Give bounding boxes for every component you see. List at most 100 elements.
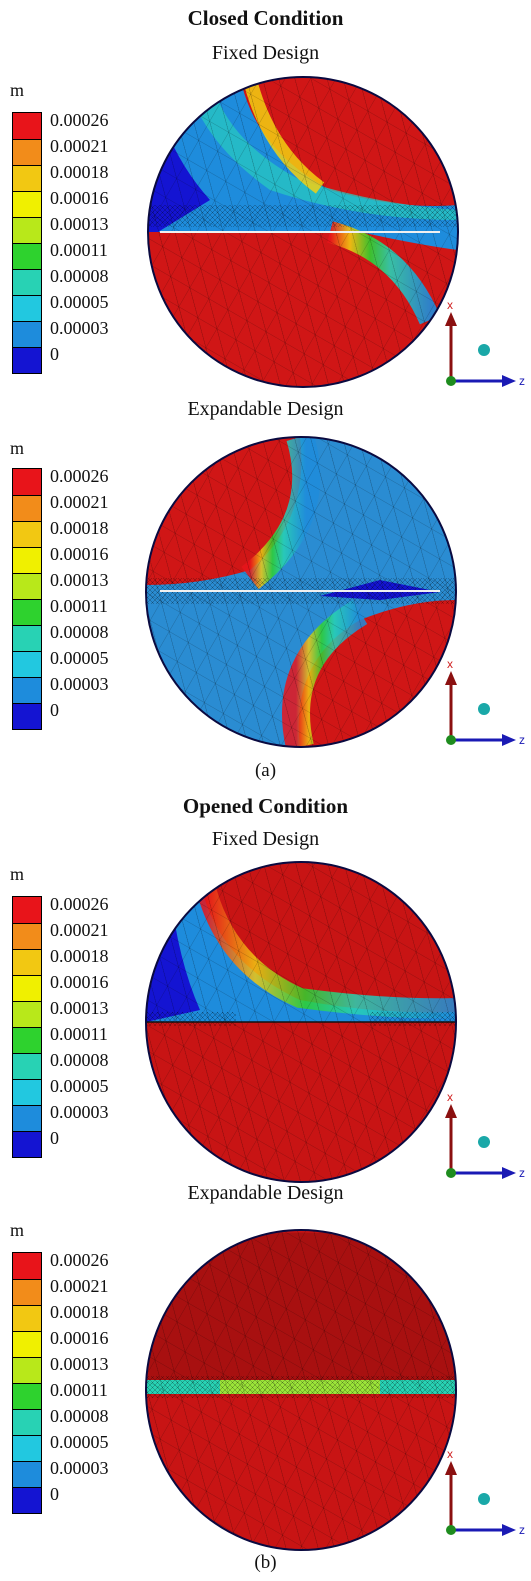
- legend-color-swatch: [13, 139, 41, 165]
- legend-color-swatch: [13, 1253, 41, 1279]
- legend-tick: 0.00026: [50, 1250, 109, 1270]
- legend-color-swatch: [13, 1131, 41, 1157]
- legend-tick: 0.00026: [50, 110, 109, 130]
- legend-tick: 0.00021: [50, 136, 109, 156]
- axis-x-label: x: [447, 1090, 453, 1104]
- legend-tick: 0.00016: [50, 1328, 109, 1348]
- legend-tick: 0.00016: [50, 972, 109, 992]
- legend-tick: 0.00016: [50, 544, 109, 564]
- legend-color-swatch: [13, 269, 41, 295]
- legend-color-swatch: [13, 1079, 41, 1105]
- color-legend-bar: [12, 112, 42, 374]
- legend-color-swatch: [13, 495, 41, 521]
- legend-color-swatch: [13, 651, 41, 677]
- legend-color-swatch: [13, 599, 41, 625]
- axes-triad: [445, 671, 516, 746]
- legend-color-swatch: [13, 1053, 41, 1079]
- opened-condition-heading: Opened Condition: [182, 794, 349, 818]
- legend-tick: 0.00008: [50, 1050, 109, 1070]
- legend-color-swatch: [13, 321, 41, 347]
- axis-x-label: x: [447, 657, 453, 671]
- unit-label: m: [10, 80, 25, 100]
- legend-color-swatch: [13, 469, 41, 495]
- unit-label: m: [10, 1220, 25, 1240]
- legend-color-swatch: [13, 1357, 41, 1383]
- legend-tick: 0.00013: [50, 998, 109, 1018]
- disc-closed-expandable: [145, 436, 457, 748]
- axis-z-label: z: [519, 1523, 525, 1537]
- legend-color-swatch: [13, 1383, 41, 1409]
- legend-tick: 0.00018: [50, 1302, 109, 1322]
- legend-tick: 0.00011: [50, 1380, 108, 1400]
- axes-triad: [445, 1104, 516, 1179]
- closed-condition-heading: Closed Condition: [187, 6, 344, 30]
- legend-color-swatch: [13, 547, 41, 573]
- legend-color-swatch: [13, 521, 41, 547]
- legend-tick: 0.00008: [50, 622, 109, 642]
- caption-b: (b): [254, 1552, 277, 1573]
- legend-tick: 0.00021: [50, 492, 109, 512]
- legend-color-swatch: [13, 897, 41, 923]
- legend-color-swatch: [13, 1409, 41, 1435]
- legend-color-swatch: [13, 295, 41, 321]
- legend-color-swatch: [13, 1487, 41, 1513]
- legend-tick: 0.00003: [50, 1458, 109, 1478]
- legend-tick: 0.00003: [50, 674, 109, 694]
- legend-tick: 0.00008: [50, 266, 109, 286]
- axis-z-label: z: [519, 374, 525, 388]
- legend-tick: 0.00018: [50, 518, 109, 538]
- legend-ticks: 0.00026 0.00021 0.00018 0.00016 0.00013 …: [0, 1250, 140, 1520]
- legend-color-swatch: [13, 573, 41, 599]
- disc-closed-fixed: [147, 76, 459, 388]
- panel4-subtitle: Expandable Design: [187, 1182, 344, 1204]
- axis-z-label: z: [519, 733, 525, 747]
- legend-tick: 0.00005: [50, 648, 109, 668]
- caption-a: (a): [254, 760, 277, 781]
- legend-color-swatch: [13, 923, 41, 949]
- legend-color-swatch: [13, 347, 41, 373]
- legend-ticks: 0.00026 0.00021 0.00018 0.00016 0.00013 …: [0, 894, 140, 1164]
- legend-color-swatch: [13, 191, 41, 217]
- legend-tick: 0: [50, 344, 59, 364]
- legend-tick: 0.00016: [50, 188, 109, 208]
- legend-color-swatch: [13, 1435, 41, 1461]
- legend-tick: 0.00013: [50, 214, 109, 234]
- legend-tick: 0.00011: [50, 1024, 108, 1044]
- unit-label: m: [10, 864, 25, 884]
- legend-color-swatch: [13, 677, 41, 703]
- panel2-subtitle: Expandable Design: [187, 398, 344, 420]
- color-legend-bar: [12, 896, 42, 1158]
- axis-x-label: x: [447, 1447, 453, 1461]
- legend-tick: 0.00005: [50, 1432, 109, 1452]
- legend-color-swatch: [13, 625, 41, 651]
- legend-tick: 0.00005: [50, 1076, 109, 1096]
- legend-tick: 0.00008: [50, 1406, 109, 1426]
- legend-color-swatch: [13, 113, 41, 139]
- legend-tick: 0: [50, 1128, 59, 1148]
- legend-color-swatch: [13, 1279, 41, 1305]
- disc-opened-fixed: [145, 861, 457, 1183]
- legend-tick: 0.00011: [50, 240, 108, 260]
- legend-color-swatch: [13, 243, 41, 269]
- legend-tick: 0.00018: [50, 162, 109, 182]
- legend-color-swatch: [13, 1105, 41, 1131]
- legend-tick: 0.00013: [50, 570, 109, 590]
- axes-triad: [445, 1461, 516, 1536]
- legend-tick: 0: [50, 700, 59, 720]
- legend-tick: 0.00026: [50, 894, 109, 914]
- color-legend-bar: [12, 1252, 42, 1514]
- legend-tick: 0.00005: [50, 292, 109, 312]
- legend-color-swatch: [13, 1027, 41, 1053]
- panel3-subtitle: Fixed Design: [211, 828, 320, 850]
- legend-tick: 0.00003: [50, 318, 109, 338]
- legend-color-swatch: [13, 703, 41, 729]
- legend-tick: 0.00021: [50, 1276, 109, 1296]
- color-legend-bar: [12, 468, 42, 730]
- legend-ticks: 0.00026 0.00021 0.00018 0.00016 0.00013 …: [0, 466, 140, 736]
- unit-label: m: [10, 438, 25, 458]
- legend-color-swatch: [13, 1461, 41, 1487]
- legend-color-swatch: [13, 165, 41, 191]
- axes-triad: [445, 312, 516, 387]
- legend-color-swatch: [13, 1001, 41, 1027]
